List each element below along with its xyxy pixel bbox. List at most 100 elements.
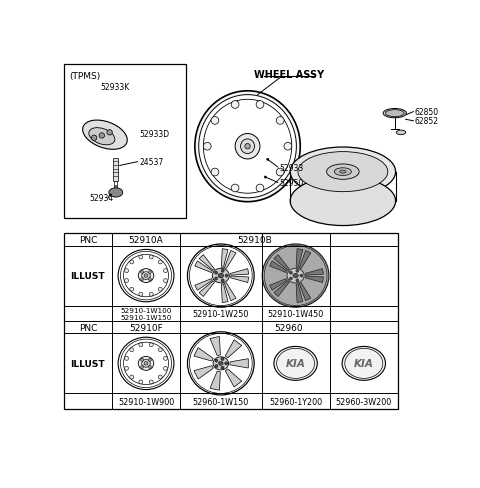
Ellipse shape	[326, 164, 359, 180]
Text: 52910B: 52910B	[238, 235, 272, 244]
Polygon shape	[221, 284, 228, 303]
Circle shape	[300, 274, 303, 278]
Circle shape	[141, 278, 144, 281]
Ellipse shape	[188, 332, 254, 395]
Circle shape	[125, 366, 129, 370]
Ellipse shape	[123, 255, 168, 297]
Circle shape	[215, 359, 218, 363]
Text: ILLUST: ILLUST	[71, 359, 105, 368]
Polygon shape	[194, 366, 213, 379]
Ellipse shape	[118, 338, 174, 390]
Ellipse shape	[262, 244, 329, 307]
Text: 52910A: 52910A	[129, 235, 163, 244]
Circle shape	[296, 270, 299, 273]
Ellipse shape	[218, 274, 224, 278]
Polygon shape	[274, 255, 289, 271]
Text: 62850: 62850	[415, 108, 439, 117]
Polygon shape	[195, 279, 212, 291]
Ellipse shape	[290, 177, 396, 226]
Circle shape	[141, 359, 144, 362]
Circle shape	[211, 169, 219, 177]
Polygon shape	[230, 269, 249, 276]
Ellipse shape	[199, 96, 296, 199]
Circle shape	[139, 256, 143, 260]
Circle shape	[211, 117, 219, 125]
Text: 52960: 52960	[275, 323, 303, 332]
Ellipse shape	[235, 134, 260, 160]
Text: KIA: KIA	[286, 359, 306, 368]
Circle shape	[139, 293, 143, 297]
Circle shape	[289, 271, 292, 275]
Ellipse shape	[142, 360, 150, 367]
Ellipse shape	[212, 269, 229, 284]
Circle shape	[204, 143, 211, 151]
Circle shape	[149, 380, 153, 384]
Circle shape	[148, 278, 151, 281]
Circle shape	[91, 136, 97, 141]
Ellipse shape	[120, 252, 172, 300]
Text: PNC: PNC	[79, 235, 97, 244]
Circle shape	[256, 102, 264, 109]
Polygon shape	[199, 255, 215, 271]
Circle shape	[266, 159, 269, 161]
Circle shape	[99, 134, 105, 139]
Circle shape	[215, 271, 217, 275]
Ellipse shape	[144, 362, 148, 366]
Text: 52910-1W250: 52910-1W250	[192, 309, 249, 318]
Circle shape	[221, 279, 224, 283]
Bar	[113, 159, 118, 182]
Circle shape	[149, 293, 153, 297]
Polygon shape	[194, 348, 213, 361]
Circle shape	[148, 366, 151, 369]
Text: 52960-3W200: 52960-3W200	[336, 397, 392, 406]
Circle shape	[296, 279, 299, 283]
Ellipse shape	[335, 168, 351, 176]
Ellipse shape	[144, 274, 148, 278]
Text: WHEEL ASSY: WHEEL ASSY	[253, 70, 324, 80]
Polygon shape	[195, 262, 212, 273]
Ellipse shape	[195, 92, 300, 202]
Circle shape	[231, 185, 239, 192]
Ellipse shape	[274, 346, 317, 381]
Circle shape	[284, 143, 292, 151]
Circle shape	[141, 366, 144, 369]
Circle shape	[158, 375, 162, 379]
Bar	[64, 234, 398, 409]
Polygon shape	[210, 337, 220, 356]
Circle shape	[130, 375, 134, 379]
Circle shape	[231, 102, 239, 109]
Bar	[64, 65, 186, 219]
Ellipse shape	[83, 121, 127, 150]
Circle shape	[221, 270, 224, 273]
Polygon shape	[221, 249, 228, 268]
Ellipse shape	[383, 109, 407, 119]
Circle shape	[215, 277, 217, 281]
Polygon shape	[299, 283, 311, 301]
Circle shape	[225, 274, 228, 278]
Circle shape	[164, 269, 168, 273]
Text: 52933D: 52933D	[139, 129, 169, 139]
Ellipse shape	[138, 269, 154, 283]
Circle shape	[276, 169, 284, 177]
Circle shape	[164, 357, 168, 361]
Ellipse shape	[188, 244, 254, 307]
Polygon shape	[225, 369, 242, 387]
Ellipse shape	[396, 131, 406, 135]
Ellipse shape	[293, 274, 298, 278]
Text: 52910F: 52910F	[129, 323, 163, 332]
Circle shape	[114, 186, 117, 189]
Text: 52910-1W900: 52910-1W900	[118, 397, 174, 406]
Ellipse shape	[213, 357, 228, 370]
Ellipse shape	[342, 346, 385, 381]
Circle shape	[125, 269, 129, 273]
Circle shape	[148, 271, 151, 274]
Bar	[114, 182, 117, 188]
Text: 52934: 52934	[89, 194, 114, 203]
Polygon shape	[199, 282, 215, 297]
Text: ILLUST: ILLUST	[71, 271, 105, 281]
Text: (TPMS): (TPMS)	[69, 72, 100, 81]
Text: 52910-1W450: 52910-1W450	[267, 309, 324, 318]
Text: 52960-1W150: 52960-1W150	[192, 397, 249, 406]
Text: 62852: 62852	[415, 117, 439, 126]
Circle shape	[158, 288, 162, 291]
